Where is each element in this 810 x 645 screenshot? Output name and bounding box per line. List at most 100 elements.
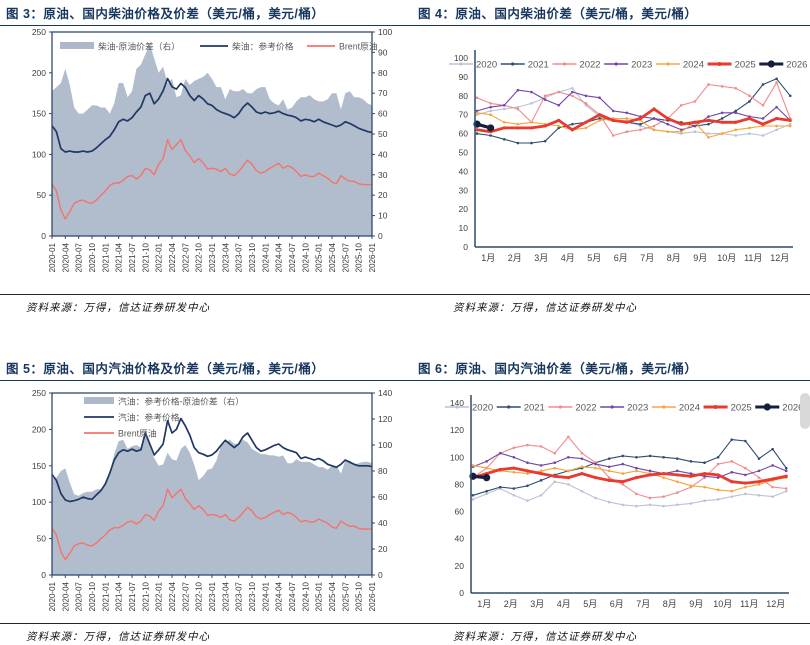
svg-text:60: 60 — [455, 507, 465, 517]
line-series-0 — [51, 77, 373, 153]
svg-text:2024: 2024 — [679, 403, 700, 414]
svg-text:汽油：参考价格: 汽油：参考价格 — [118, 412, 180, 423]
svg-text:80: 80 — [378, 68, 388, 78]
svg-text:40: 40 — [378, 518, 388, 528]
svg-text:50: 50 — [37, 190, 47, 200]
figure-4-source: 资料来源：万得，信达证券研发中心 — [453, 303, 637, 314]
svg-text:2022: 2022 — [579, 60, 600, 71]
svg-text:11月: 11月 — [744, 253, 762, 263]
svg-text:140: 140 — [378, 388, 392, 398]
svg-text:2024-01: 2024-01 — [261, 242, 270, 272]
svg-text:4月: 4月 — [557, 599, 571, 609]
year-series-2025 — [476, 107, 791, 134]
svg-text:50: 50 — [37, 534, 47, 544]
svg-text:80: 80 — [378, 466, 388, 476]
svg-text:2020-01: 2020-01 — [48, 242, 57, 272]
svg-text:12月: 12月 — [766, 599, 785, 609]
svg-text:6月: 6月 — [614, 253, 628, 263]
svg-text:2021: 2021 — [524, 403, 545, 414]
svg-text:2023-04: 2023-04 — [221, 242, 230, 272]
svg-text:8月: 8月 — [663, 599, 677, 609]
svg-text:5月: 5月 — [587, 253, 601, 263]
svg-text:80: 80 — [455, 479, 465, 489]
svg-text:2026: 2026 — [782, 403, 803, 414]
figure-4-title: 图 4：原油、国内柴油价差（美元/桶，美元/桶） — [418, 7, 698, 21]
svg-text:3月: 3月 — [530, 599, 544, 609]
svg-text:2024: 2024 — [683, 60, 704, 71]
year-series-2024 — [472, 464, 787, 492]
svg-text:90: 90 — [378, 47, 388, 57]
svg-text:2022-04: 2022-04 — [168, 242, 177, 272]
svg-text:90: 90 — [459, 72, 469, 82]
line-series-1 — [51, 139, 372, 220]
svg-text:30: 30 — [378, 170, 388, 180]
svg-text:2023-07: 2023-07 — [235, 242, 244, 272]
svg-text:70: 70 — [378, 88, 388, 98]
svg-text:60: 60 — [378, 109, 388, 119]
svg-text:2025-07: 2025-07 — [341, 581, 350, 611]
svg-text:2021-04: 2021-04 — [115, 242, 124, 272]
svg-text:100: 100 — [450, 452, 464, 462]
area-series — [52, 429, 372, 575]
year-series-2021 — [472, 439, 787, 496]
svg-text:0: 0 — [41, 570, 46, 580]
svg-text:200: 200 — [32, 68, 46, 78]
scrollbar-thumb[interactable] — [800, 393, 810, 429]
svg-text:2021-01: 2021-01 — [101, 581, 110, 611]
svg-text:0: 0 — [463, 242, 468, 252]
svg-text:0: 0 — [41, 231, 46, 241]
svg-text:70: 70 — [459, 110, 469, 120]
svg-text:200: 200 — [32, 424, 46, 434]
svg-text:2020-07: 2020-07 — [75, 242, 84, 272]
svg-text:20: 20 — [378, 190, 388, 200]
figure-3-source-row: 资料来源：万得，信达证券研发中心 — [0, 294, 405, 315]
svg-text:2024-01: 2024-01 — [261, 581, 270, 611]
svg-text:2025-01: 2025-01 — [315, 242, 324, 272]
figure-6-panel: 图 6：原油、国内汽油价差（美元/桶，美元/桶） 0 20 40 60 80 100 120… — [405, 355, 810, 645]
svg-text:120: 120 — [378, 414, 392, 424]
svg-text:2022-07: 2022-07 — [181, 242, 190, 272]
figure-5-title: 图 5：原油、国内汽油价格及价差（美元/桶，美元/桶） — [6, 362, 325, 376]
svg-text:0: 0 — [378, 570, 383, 580]
svg-text:2020-10: 2020-10 — [88, 242, 97, 272]
svg-text:2021-10: 2021-10 — [141, 581, 150, 611]
svg-text:7月: 7月 — [640, 253, 654, 263]
svg-text:2025-10: 2025-10 — [355, 242, 364, 272]
svg-text:2020: 2020 — [476, 60, 497, 71]
svg-text:10: 10 — [459, 223, 469, 233]
figure-3-panel: 图 3：原油、国内柴油价格及价差（美元/桶，美元/桶） 0 50 100 150 200… — [0, 0, 405, 330]
svg-text:Brent原油: Brent原油 — [339, 41, 378, 52]
svg-text:50: 50 — [378, 129, 388, 139]
svg-text:40: 40 — [459, 166, 469, 176]
svg-text:2020-01: 2020-01 — [48, 581, 57, 611]
figure-5-panel: 图 5：原油、国内汽油价格及价差（美元/桶，美元/桶） 0 50 100 150 200… — [0, 355, 405, 645]
svg-text:Brent原油: Brent原油 — [118, 428, 157, 439]
svg-text:0: 0 — [459, 588, 464, 598]
svg-text:2022-10: 2022-10 — [195, 242, 204, 272]
svg-text:柴油-原油价差（右）: 柴油-原油价差（右） — [98, 41, 180, 52]
svg-text:2025-10: 2025-10 — [355, 581, 364, 611]
svg-text:2024-10: 2024-10 — [301, 242, 310, 272]
svg-text:2021: 2021 — [528, 60, 549, 71]
svg-text:2023-01: 2023-01 — [208, 242, 217, 272]
svg-text:2023-04: 2023-04 — [221, 581, 230, 611]
svg-text:2022-01: 2022-01 — [155, 242, 164, 272]
figure-6-title-rule — [405, 380, 810, 381]
svg-text:柴油：参考价格: 柴油：参考价格 — [232, 41, 294, 52]
year-series-2023 — [476, 89, 791, 131]
svg-text:9月: 9月 — [693, 253, 707, 263]
svg-text:2024-04: 2024-04 — [275, 242, 284, 272]
svg-text:2020-07: 2020-07 — [75, 581, 84, 611]
svg-text:2022-07: 2022-07 — [181, 581, 190, 611]
svg-text:2025: 2025 — [735, 60, 756, 71]
svg-text:2023-01: 2023-01 — [208, 581, 217, 611]
line-series-1 — [51, 488, 372, 561]
svg-text:150: 150 — [32, 109, 46, 119]
year-series-2022 — [472, 436, 787, 499]
svg-text:40: 40 — [455, 534, 465, 544]
year-series-2023 — [472, 452, 787, 479]
svg-text:20: 20 — [378, 544, 388, 554]
year-series-2025 — [472, 466, 787, 485]
svg-text:120: 120 — [450, 425, 464, 435]
svg-text:2021-01: 2021-01 — [101, 242, 110, 272]
